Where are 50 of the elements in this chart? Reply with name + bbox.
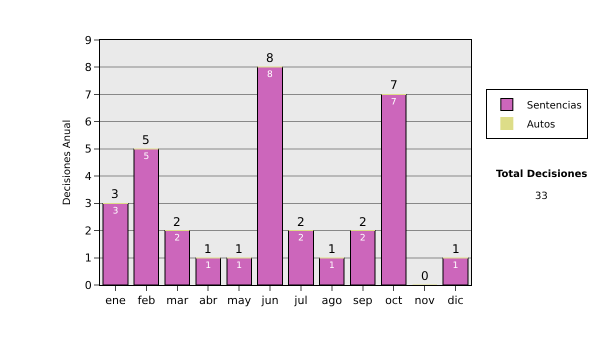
data-label: 3 <box>112 206 118 216</box>
total-label: 1 <box>452 242 460 256</box>
legend-label: Autos <box>526 119 556 130</box>
x-tick-label: feb <box>138 294 156 308</box>
total-label: 5 <box>142 133 150 147</box>
data-label: 7 <box>390 97 397 108</box>
x-tick-label: ene <box>105 294 126 308</box>
total-label: 2 <box>297 215 305 229</box>
y-axis-title: Decisiones Anual <box>62 120 73 206</box>
data-label: 8 <box>267 70 274 80</box>
data-label: 1 <box>236 260 242 271</box>
x-tick-label: mar <box>166 294 189 308</box>
x-tick-label: dic <box>447 294 464 308</box>
total-label: 2 <box>173 215 181 229</box>
total-label: 1 <box>204 242 212 256</box>
y-tick-label: 4 <box>84 170 92 183</box>
total-label: 1 <box>328 242 336 256</box>
x-tick-label: may <box>227 294 252 308</box>
total-label: 8 <box>266 51 274 65</box>
y-tick-label: 5 <box>84 142 92 156</box>
y-tick-label: 7 <box>84 88 92 102</box>
y-tick-label: 0 <box>84 278 92 292</box>
x-tick-label: jun <box>260 294 279 308</box>
text: 33 <box>535 191 548 202</box>
x-tick-label: oct <box>385 294 403 308</box>
data-label: 2 <box>298 234 304 244</box>
total-label: 2 <box>359 215 367 229</box>
data-label: 1 <box>452 260 458 271</box>
y-tick-label: 8 <box>84 61 92 74</box>
data-label: 1 <box>205 260 212 271</box>
total-label: 3 <box>111 187 119 201</box>
x-tick-label: abr <box>199 294 218 308</box>
x-tick-label: sep <box>353 294 373 308</box>
y-tick-label: 6 <box>84 116 92 129</box>
total-label: 7 <box>390 78 398 92</box>
data-label: 2 <box>360 234 366 244</box>
y-tick-label: 1 <box>84 252 92 265</box>
total-label: 1 <box>235 242 243 256</box>
x-tick-label: nov <box>414 294 436 308</box>
x-tick-label: ago <box>322 294 342 308</box>
y-tick-label: 2 <box>84 224 92 238</box>
data-label: 5 <box>144 152 150 162</box>
data-label: 1 <box>329 260 335 271</box>
legend-label: Sentencias <box>526 100 582 112</box>
y-tick-label: 9 <box>84 34 92 47</box>
text: Total Decisiones <box>496 169 588 180</box>
data-label: 2 <box>174 234 180 244</box>
y-tick-label: 3 <box>84 197 92 210</box>
total-label: 0 <box>421 269 429 283</box>
x-tick-label: jul <box>293 294 308 308</box>
